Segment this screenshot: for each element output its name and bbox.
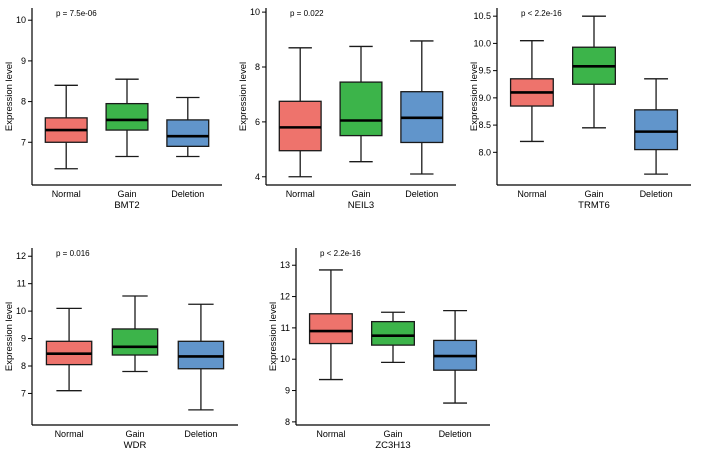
category-label: Gain [125,429,144,439]
y-tick-label: 10 [16,306,26,316]
category-label: Deletion [184,429,217,439]
y-tick-label: 10 [250,7,260,17]
y-tick-label: 8 [285,417,290,427]
box-rect [371,320,415,346]
y-axis-title: Expression level [4,302,15,371]
y-tick-label: 7 [21,388,26,398]
y-tick-label: 7 [21,137,26,147]
p-value-label: p = 0.022 [290,9,324,18]
p-value-label: p < 2.2e-16 [521,9,562,18]
y-axis-title: Expression level [268,302,279,371]
gene-label: BMT2 [114,200,139,211]
y-tick-label: 4 [255,172,260,182]
panel-bmt2: 7 8 9 10 Expression level p = 7.5e-06 Normal Ga… [2,2,230,214]
boxplot-svg: 8.0 8.5 9.0 9.5 10.0 10.5 Expression level p < … [469,8,691,211]
category-label: Normal [517,189,546,199]
panel-wdr: 7 8 9 10 11 12 Expression level p = 0.016 Normal… [2,242,246,454]
gene-label: ZC3H13 [375,440,410,451]
y-tick-label: 11 [17,279,26,289]
y-tick-label: 9 [21,334,26,344]
y-axis-title: Expression level [238,62,249,131]
y-tick-label: 12 [280,292,290,302]
category-label: Deletion [405,189,438,199]
y-tick-label: 6 [255,117,260,127]
y-tick-label: 13 [280,260,290,270]
box-rect [634,109,679,151]
p-value-label: p = 0.016 [56,249,90,258]
p-value-label: p < 2.2e-16 [320,249,361,258]
y-tick-label: 8.5 [478,120,491,130]
category-label: Deletion [439,429,472,439]
y-tick-label: 10.0 [473,38,491,48]
box-rect [339,81,383,137]
panel-neil3: 4 6 8 10 Expression level p = 0.022 Normal Gain… [236,2,464,214]
box-rect [278,100,322,152]
y-tick-label: 9 [285,386,290,396]
category-label: Deletion [171,189,204,199]
boxplot-svg: 8 9 10 11 12 13 Expression level p < 2.2e-16 Nor… [268,248,490,451]
y-tick-label: 8.0 [478,147,491,157]
boxplot-svg: 7 8 9 10 Expression level p = 7.5e-06 Normal Ga… [4,8,222,211]
y-tick-label: 11 [281,323,290,333]
y-tick-label: 10 [16,15,26,25]
boxplot-svg: 7 8 9 10 11 12 Expression level p = 0.016 Normal… [4,248,238,451]
y-tick-label: 8 [255,62,260,72]
y-tick-label: 10.5 [473,11,491,21]
category-label: Normal [316,429,345,439]
y-tick-label: 8 [21,97,26,107]
y-tick-label: 12 [16,251,26,261]
y-tick-label: 9.5 [478,66,491,76]
category-label: Gain [351,189,370,199]
y-tick-label: 9.0 [478,93,491,103]
box-rect [177,340,225,370]
y-tick-label: 9 [21,56,26,66]
category-label: Deletion [640,189,673,199]
box-rect [308,313,353,345]
category-label: Gain [584,189,603,199]
panel-trmt6: 8.0 8.5 9.0 9.5 10.0 10.5 Expression level p < … [467,2,699,214]
category-label: Gain [383,429,402,439]
box-rect [166,119,210,147]
y-axis-title: Expression level [4,62,15,131]
gene-label: NEIL3 [348,200,374,211]
box-rect [105,102,149,131]
gene-label: WDR [124,440,147,451]
y-axis-title: Expression level [469,62,480,131]
category-label: Normal [52,189,81,199]
p-value-label: p = 7.5e-06 [56,9,97,18]
y-tick-label: 8 [21,361,26,371]
panel-zc3h13: 8 9 10 11 12 13 Expression level p < 2.2e-16 Nor… [266,242,498,454]
gene-label: TRMT6 [578,200,610,211]
y-tick-label: 10 [280,354,290,364]
category-label: Normal [286,189,315,199]
boxplot-svg: 4 6 8 10 Expression level p = 0.022 Normal Gain… [238,7,456,211]
category-label: Gain [117,189,136,199]
box-rect [111,328,159,356]
category-label: Normal [55,429,84,439]
